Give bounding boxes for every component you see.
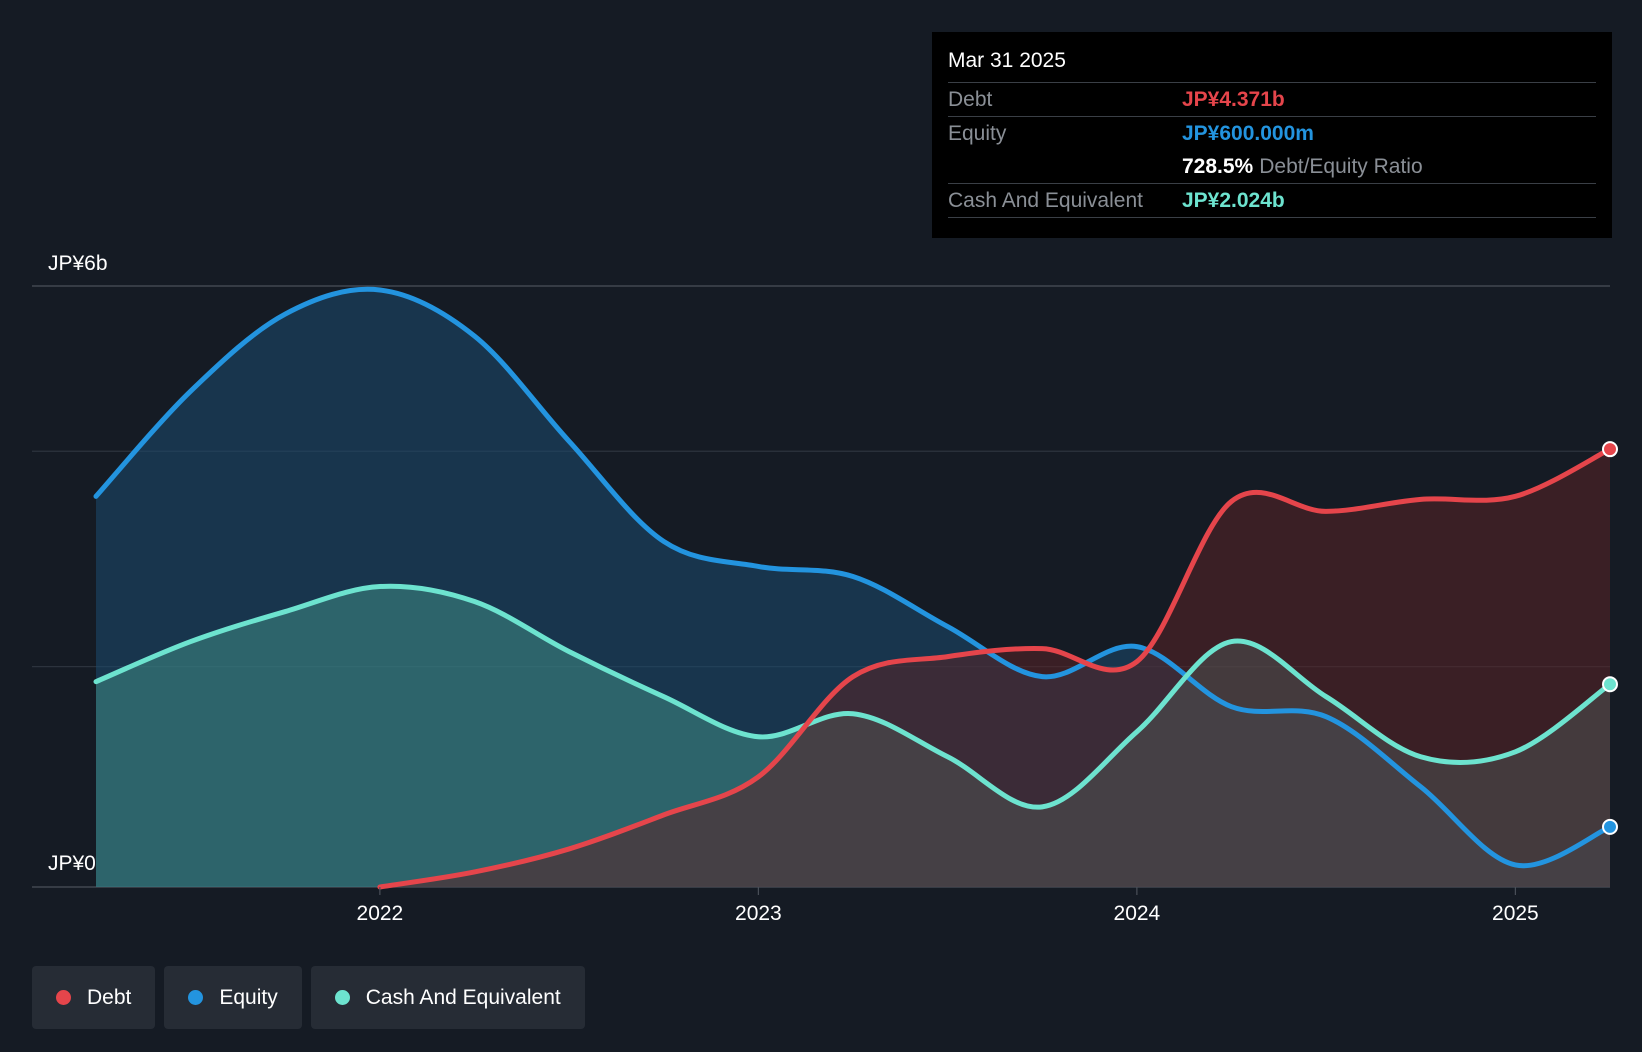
cash-and-equivalent-line <box>93 583 1613 810</box>
x-tick-label: 2024 <box>1114 902 1161 925</box>
x-tick-label: 2023 <box>735 902 782 925</box>
tooltip-row-cash: Cash And Equivalent JP¥2.024b <box>948 183 1596 218</box>
y-axis-min-label: JP¥0 <box>48 852 96 875</box>
equity-end-marker <box>1602 818 1618 835</box>
debt-area <box>379 449 1610 887</box>
tooltip-row-equity: Equity JP¥600.000m <box>948 116 1596 150</box>
debt-line <box>377 446 1613 890</box>
tooltip-date: Mar 31 2025 <box>948 49 1066 72</box>
legend-dot-cash <box>334 990 350 1005</box>
end-markers <box>1602 441 1618 835</box>
tooltip-equity-value: JP¥600.000m <box>1182 122 1314 145</box>
tooltip-ratio-label: Debt/Equity Ratio <box>1259 155 1423 178</box>
x-tick-label: 2025 <box>1492 902 1539 925</box>
x-axis-ticks: 2022 2023 2024 2025 <box>357 887 1539 925</box>
tooltip-row-ratio: 728.5% Debt/Equity Ratio <box>948 150 1596 183</box>
series-areas <box>96 289 1610 887</box>
tooltip-row-debt: Debt JP¥4.371b <box>948 82 1596 116</box>
tooltip-debt-label: Debt <box>948 88 993 111</box>
tooltip: Mar 31 2025 Debt JP¥4.371b Equity JP¥600… <box>932 32 1612 238</box>
legend-label-equity: Equity <box>219 985 278 1009</box>
legend-label-cash: Cash And Equivalent <box>365 985 561 1009</box>
x-tick-label: 2022 <box>357 902 404 925</box>
y-axis-max-label: JP¥6b <box>48 252 108 275</box>
series-lines <box>93 286 1613 890</box>
debt-end-marker <box>1602 441 1618 458</box>
legend-item-debt[interactable]: Debt <box>32 966 156 1029</box>
tooltip-equity-label: Equity <box>948 122 1007 145</box>
tooltip-ratio-spacer <box>948 150 1182 183</box>
cash-and-equivalent-end-marker <box>1602 676 1618 693</box>
tooltip-cash-value: JP¥2.024b <box>1182 189 1285 212</box>
legend-label-debt: Debt <box>87 985 132 1009</box>
legend-dot-equity <box>188 990 204 1005</box>
equity-line <box>93 286 1613 869</box>
tooltip-ratio-value: 728.5% <box>1182 155 1254 178</box>
legend-item-cash[interactable]: Cash And Equivalent <box>310 966 585 1029</box>
legend: Debt Equity Cash And Equivalent <box>32 966 594 1029</box>
tooltip-cash-label: Cash And Equivalent <box>948 189 1143 212</box>
legend-dot-debt <box>56 990 71 1005</box>
tooltip-debt-value: JP¥4.371b <box>1182 88 1285 111</box>
legend-item-equity[interactable]: Equity <box>164 966 302 1029</box>
